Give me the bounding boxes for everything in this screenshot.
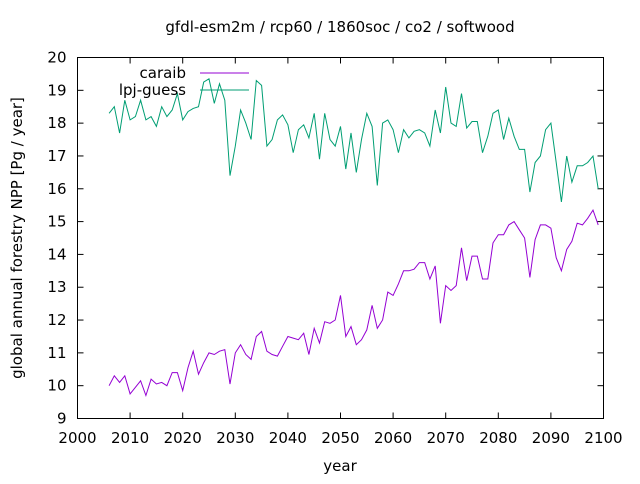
x-tick-label: 2050	[321, 429, 359, 447]
x-tick-label: 2060	[374, 429, 412, 447]
x-tick-label: 2070	[427, 429, 465, 447]
y-tick-label: 17	[47, 147, 66, 165]
y-tick-label: 12	[47, 311, 66, 329]
y-tick-label: 9	[57, 410, 67, 428]
series-lines	[108, 77, 599, 398]
y-tick-label: 19	[47, 81, 66, 99]
x-axis-label: year	[323, 457, 357, 475]
x-tick-label: 2080	[479, 429, 517, 447]
legend-label-caraib: caraib	[140, 64, 187, 82]
x-tick-label: 2090	[532, 429, 570, 447]
y-tick-label: 20	[47, 49, 66, 67]
plot-frame	[77, 57, 604, 419]
y-tick-label: 14	[47, 245, 66, 263]
y-tick-label: 11	[47, 344, 66, 362]
x-tick-label: 2010	[111, 429, 149, 447]
x-tick-label: 2020	[164, 429, 202, 447]
x-tick-label: 2100	[584, 429, 622, 447]
x-tick-label: 2040	[269, 429, 307, 447]
x-tick-label: 2030	[216, 429, 254, 447]
series-line-caraib	[108, 208, 599, 398]
chart-title: gfdl-esm2m / rcp60 / 1860soc / co2 / sof…	[165, 18, 514, 36]
y-tick-label: 16	[47, 180, 66, 198]
series-line-lpj-guess	[108, 77, 599, 202]
y-tick-label: 13	[47, 278, 66, 296]
y-tick-label: 15	[47, 213, 66, 231]
axis-ticks: 2000 2010 2020 2030 2040 2050 2060 2070 2080 2090…	[47, 49, 622, 448]
y-tick-label: 10	[47, 377, 66, 395]
legend-label-lpj-guess: lpj-guess	[119, 81, 186, 99]
y-axis-label: global annual forestry NPP [Pg / year]	[8, 97, 26, 379]
x-tick-label: 2000	[58, 429, 96, 447]
y-tick-label: 18	[47, 114, 66, 132]
